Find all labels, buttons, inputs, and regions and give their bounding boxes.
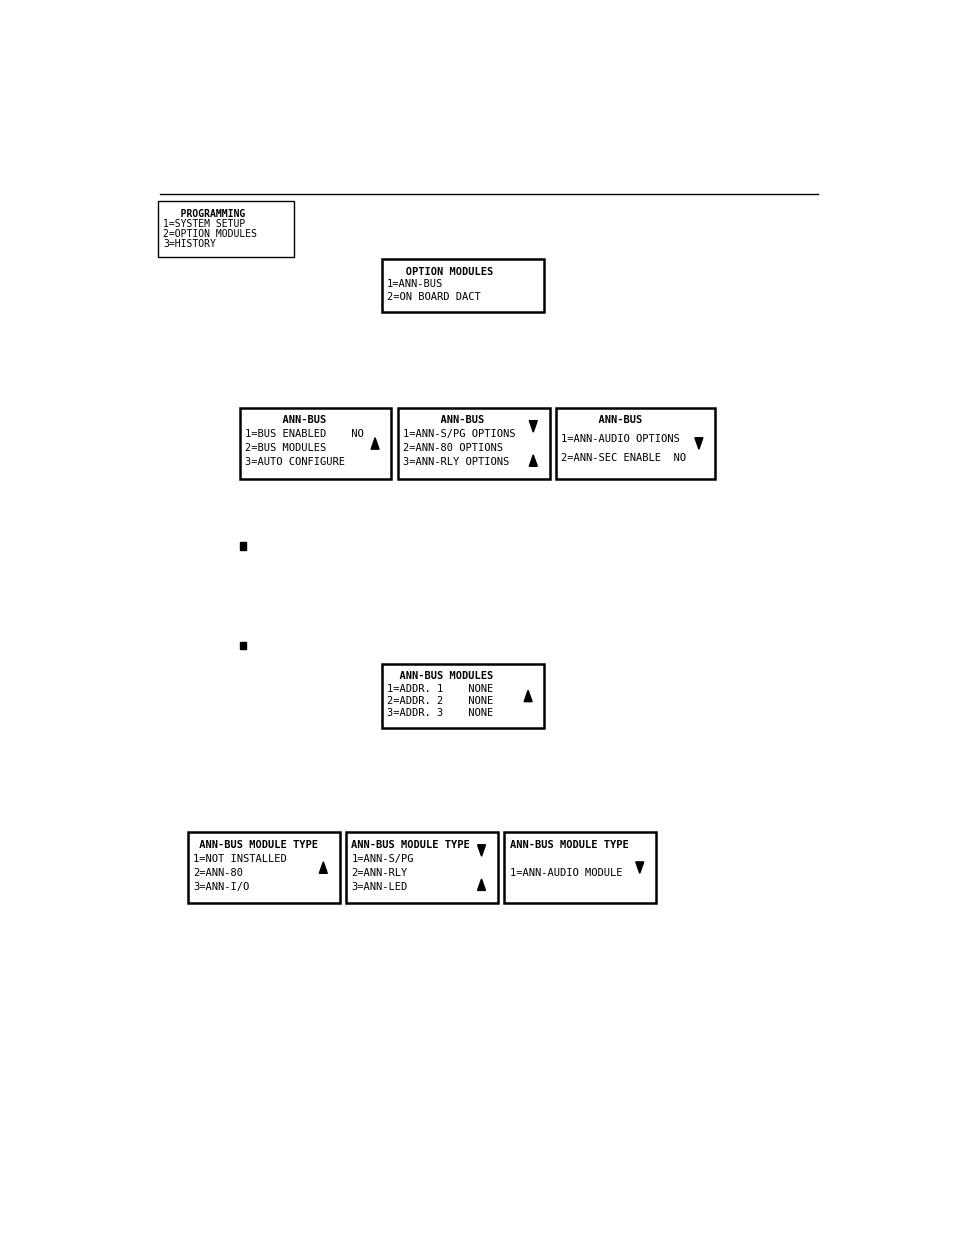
Text: 3=ANN-LED: 3=ANN-LED: [351, 882, 407, 892]
Text: 1=ANN-BUS: 1=ANN-BUS: [387, 279, 443, 289]
Text: 1=ANN-AUDIO MODULE: 1=ANN-AUDIO MODULE: [509, 868, 621, 878]
Text: 1=SYSTEM SETUP: 1=SYSTEM SETUP: [163, 219, 245, 228]
Text: OPTION MODULES: OPTION MODULES: [387, 267, 493, 277]
Text: 2=ANN-RLY: 2=ANN-RLY: [351, 868, 407, 878]
Text: 2=BUS MODULES: 2=BUS MODULES: [245, 443, 326, 453]
Polygon shape: [319, 862, 327, 873]
Text: ANN-BUS MODULE TYPE: ANN-BUS MODULE TYPE: [509, 840, 628, 850]
Text: 3=ANN-RLY OPTIONS: 3=ANN-RLY OPTIONS: [403, 457, 509, 468]
Text: 1=ADDR. 1    NONE: 1=ADDR. 1 NONE: [387, 684, 493, 694]
Bar: [346, 832, 497, 903]
Bar: [239, 542, 246, 550]
Text: ANN-BUS: ANN-BUS: [560, 415, 642, 425]
Text: 1=ANN-S/PG: 1=ANN-S/PG: [351, 853, 414, 863]
Bar: [381, 259, 544, 311]
Text: 3=ANN-I/O: 3=ANN-I/O: [193, 882, 249, 892]
Text: ANN-BUS MODULE TYPE: ANN-BUS MODULE TYPE: [351, 840, 470, 850]
Text: 3=AUTO CONFIGURE: 3=AUTO CONFIGURE: [245, 457, 345, 468]
Text: 2=OPTION MODULES: 2=OPTION MODULES: [163, 228, 256, 240]
Text: ANN-BUS MODULES: ANN-BUS MODULES: [387, 672, 493, 682]
Text: 2=ANN-SEC ENABLE  NO: 2=ANN-SEC ENABLE NO: [560, 453, 685, 463]
Bar: [239, 408, 391, 479]
Polygon shape: [529, 454, 537, 467]
Text: 3=HISTORY: 3=HISTORY: [163, 240, 215, 249]
Text: 2=ANN-80: 2=ANN-80: [193, 868, 243, 878]
Bar: [188, 832, 339, 903]
Polygon shape: [523, 690, 532, 701]
Text: 2=ADDR. 2    NONE: 2=ADDR. 2 NONE: [387, 697, 493, 706]
Text: 2=ON BOARD DACT: 2=ON BOARD DACT: [387, 291, 480, 301]
Text: 1=ANN-AUDIO OPTIONS: 1=ANN-AUDIO OPTIONS: [560, 435, 679, 445]
Bar: [397, 408, 549, 479]
Polygon shape: [635, 862, 643, 873]
Text: ANN-BUS: ANN-BUS: [403, 415, 484, 425]
Text: 1=ANN-S/PG OPTIONS: 1=ANN-S/PG OPTIONS: [403, 430, 516, 440]
Text: ANN-BUS MODULE TYPE: ANN-BUS MODULE TYPE: [193, 840, 318, 850]
Polygon shape: [477, 845, 485, 856]
Polygon shape: [477, 879, 485, 890]
Text: ANN-BUS: ANN-BUS: [245, 415, 326, 425]
Text: 3=ADDR. 3    NONE: 3=ADDR. 3 NONE: [387, 709, 493, 719]
Bar: [381, 663, 544, 729]
Text: 1=NOT INSTALLED: 1=NOT INSTALLED: [193, 853, 287, 863]
Text: PROGRAMMING: PROGRAMMING: [163, 209, 245, 219]
Bar: [556, 408, 715, 479]
Polygon shape: [529, 421, 537, 432]
Text: 1=BUS ENABLED    NO: 1=BUS ENABLED NO: [245, 430, 363, 440]
Bar: [239, 642, 246, 650]
Polygon shape: [371, 437, 378, 450]
Bar: [157, 201, 294, 257]
Text: 2=ANN-80 OPTIONS: 2=ANN-80 OPTIONS: [403, 443, 502, 453]
Polygon shape: [694, 437, 702, 450]
Bar: [504, 832, 656, 903]
